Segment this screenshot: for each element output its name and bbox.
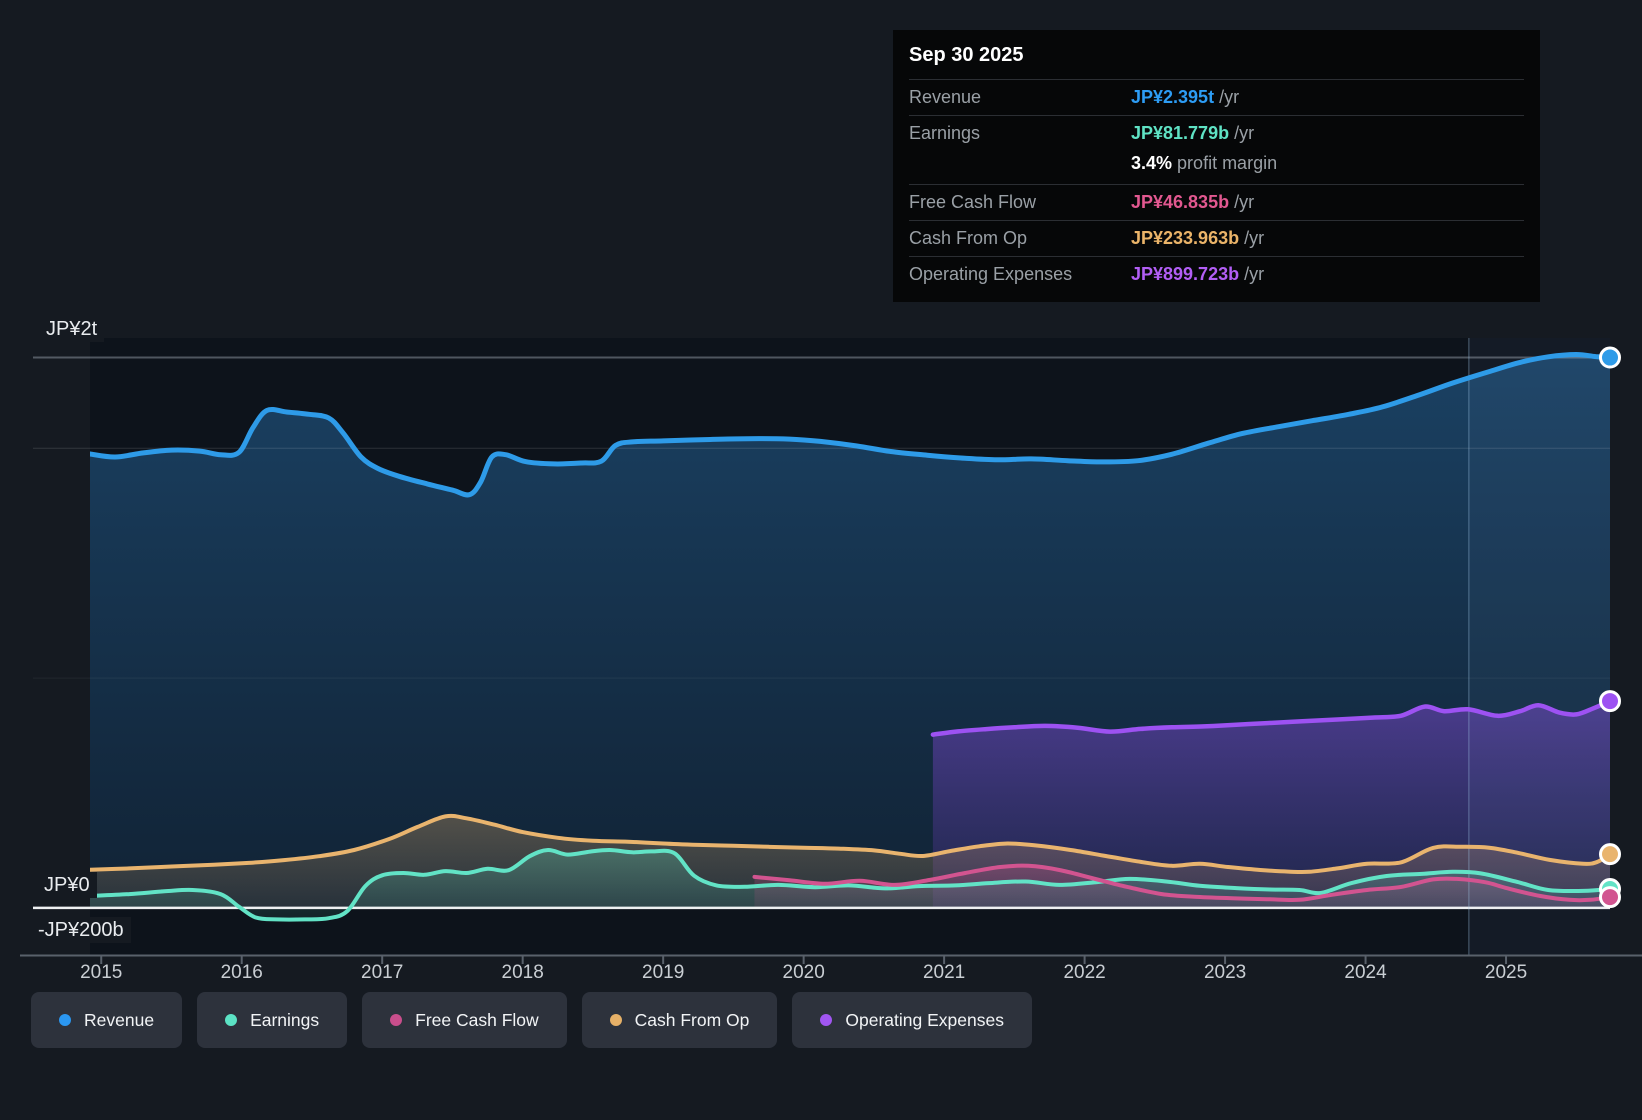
series-line-operating-expenses [930,698,1610,737]
legend-item-earnings[interactable]: Earnings [197,992,348,1048]
series-line-free-cash-flow [752,863,1610,903]
x-axis-label-2022: 2022 [1063,962,1106,983]
legend-label: Operating Expenses [845,1009,1004,1030]
y-axis-label-neg200b: -JP¥200b [38,917,131,943]
profit-margin-value: 3.4% [1131,153,1173,173]
series-line-earnings [90,847,1610,922]
y-axis-label-2t: JP¥2t [46,316,105,342]
x-axis-label-2018: 2018 [501,962,544,983]
legend-label: Cash From Op [634,1009,750,1030]
y-axis-label-zero: JP¥0 [44,872,97,898]
tooltip-suffix: /yr [1219,87,1240,107]
tooltip-value: JP¥81.779b [1131,123,1230,143]
revenue-dot-icon [59,1014,71,1026]
tooltip-value: JP¥899.723b [1131,264,1240,284]
legend-label: Free Cash Flow [415,1009,539,1030]
tooltip-row-operating-expenses: Operating Expenses JP¥899.723b /yr [909,256,1524,292]
tooltip-profit-margin: 3.4% profit margin [909,151,1524,184]
end-marker-free-cash-flow[interactable] [1599,886,1621,909]
tooltip-row-earnings: Earnings JP¥81.779b /yr [909,115,1524,151]
legend-item-operating-expenses[interactable]: Operating Expenses [792,992,1032,1048]
end-marker-cash-from-op[interactable] [1599,843,1621,866]
x-axis-label-2024: 2024 [1344,962,1387,983]
hover-band [1468,338,1610,955]
series-line-cash-from-op [90,813,1610,875]
tooltip-label: Free Cash Flow [909,192,1037,212]
tooltip-suffix: /yr [1234,192,1255,212]
x-axis-label-2020: 2020 [782,962,825,983]
earnings-dot-icon [225,1014,238,1026]
tooltip-label: Revenue [909,87,982,107]
free-cash-flow-dot-icon [390,1014,403,1026]
legend-item-free-cash-flow[interactable]: Free Cash Flow [362,992,567,1048]
chart-tooltip: Sep 30 2025 Revenue JP¥2.395t /yr Earnin… [893,30,1540,302]
x-axis-label-2019: 2019 [642,962,685,983]
x-axis-label-2017: 2017 [361,962,404,983]
tooltip-value: JP¥2.395t [1131,87,1215,107]
tooltip-label: Earnings [909,123,981,143]
cash-from-op-dot-icon [609,1014,622,1026]
chart-legend: Revenue Earnings Free Cash Flow Cash Fro… [31,992,1032,1048]
x-axis-label-2023: 2023 [1203,962,1247,983]
end-marker-revenue[interactable] [1599,346,1621,369]
tooltip-suffix: /yr [1244,264,1265,284]
x-axis-label-2025: 2025 [1484,962,1528,983]
tooltip-suffix: /yr [1234,123,1255,143]
x-axis-label-2016: 2016 [220,962,263,983]
legend-item-cash-from-op[interactable]: Cash From Op [581,992,778,1048]
tooltip-row-cash-from-op: Cash From Op JP¥233.963b /yr [909,220,1524,256]
tooltip-suffix: /yr [1244,228,1265,248]
legend-label: Earnings [250,1009,320,1030]
series-line-revenue [90,352,1610,498]
x-axis-label-2021: 2021 [922,962,966,983]
end-marker-operating-expenses[interactable] [1599,690,1621,713]
tooltip-row-revenue: Revenue JP¥2.395t /yr [909,79,1524,115]
profit-margin-text: profit margin [1177,153,1278,173]
legend-label: Revenue [84,1009,155,1030]
tooltip-value: JP¥233.963b [1131,228,1240,248]
legend-item-revenue[interactable]: Revenue [31,992,183,1048]
tooltip-label: Operating Expenses [909,264,1073,284]
tooltip-value: JP¥46.835b [1131,192,1230,212]
tooltip-row-free-cash-flow: Free Cash Flow JP¥46.835b /yr [909,184,1524,220]
tooltip-date: Sep 30 2025 [909,44,1024,66]
operating-expenses-dot-icon [820,1014,833,1026]
x-axis-label-2015: 2015 [80,962,123,983]
tooltip-label: Cash From Op [909,228,1028,248]
series-area-free-cash-flow [754,865,1610,908]
